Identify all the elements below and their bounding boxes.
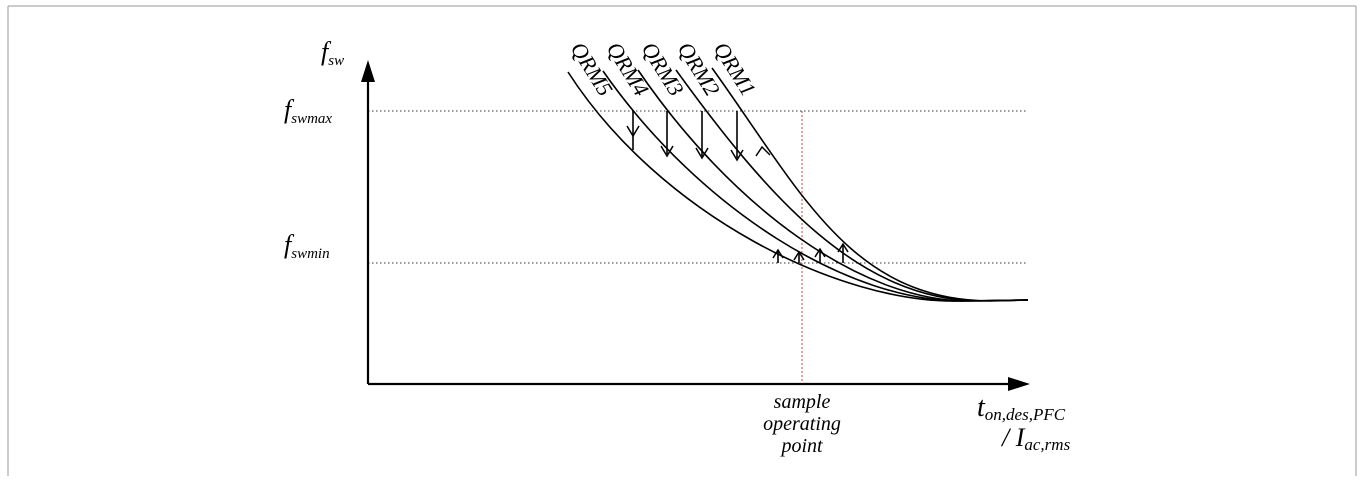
y-axis-label: fsw xyxy=(321,37,344,69)
down-arrow-head xyxy=(730,149,744,162)
x-axis-symbol: t xyxy=(977,392,986,423)
up-arrow-head xyxy=(772,248,784,259)
x-axis-divider: / Iac,rms xyxy=(1000,423,1071,454)
down-transition-arrows xyxy=(626,111,744,162)
fswmax-symbol: f xyxy=(284,95,295,124)
down-arrow-head xyxy=(626,125,640,138)
x-axis-subscript: on,des,PFC xyxy=(985,405,1066,424)
up-arrow-head xyxy=(793,250,805,261)
operating-point-label-line3: point xyxy=(779,435,823,457)
curve-qrm1 xyxy=(711,67,1029,302)
curve-qrm3 xyxy=(637,69,1029,302)
fswmin-label: fswmin xyxy=(284,230,330,262)
operating-point-label-line2: operating xyxy=(763,413,841,435)
up-arrow-head xyxy=(814,247,826,258)
y-axis-subscript: sw xyxy=(328,53,344,69)
fswmin-subscript: swmin xyxy=(291,246,329,262)
x-axis-label: ton,des,PFC xyxy=(977,392,1066,424)
up-arrow-head xyxy=(837,242,849,253)
x-axis-arrow xyxy=(1008,377,1030,391)
y-axis-arrow xyxy=(361,60,375,82)
curve-qrm5 xyxy=(567,71,1029,302)
operating-point-label-line1: sample xyxy=(774,391,831,413)
fswmax-subscript: swmax xyxy=(291,111,332,127)
down-arrow-head xyxy=(660,145,674,158)
y-axis-symbol: f xyxy=(321,37,332,66)
qrm1-direction-arrow xyxy=(755,145,771,157)
fswmin-symbol: f xyxy=(284,230,295,259)
down-arrow-head xyxy=(695,147,709,160)
fswmax-label: fswmax xyxy=(284,95,332,127)
up-transition-arrows xyxy=(772,242,849,263)
curve-qrm2 xyxy=(675,69,1029,302)
curve-qrm4 xyxy=(602,70,1029,302)
x-axis-divider-symbol: / I xyxy=(1000,423,1026,452)
x-axis-divider-subscript: ac,rms xyxy=(1024,435,1070,454)
qrm-curves xyxy=(567,67,1029,302)
